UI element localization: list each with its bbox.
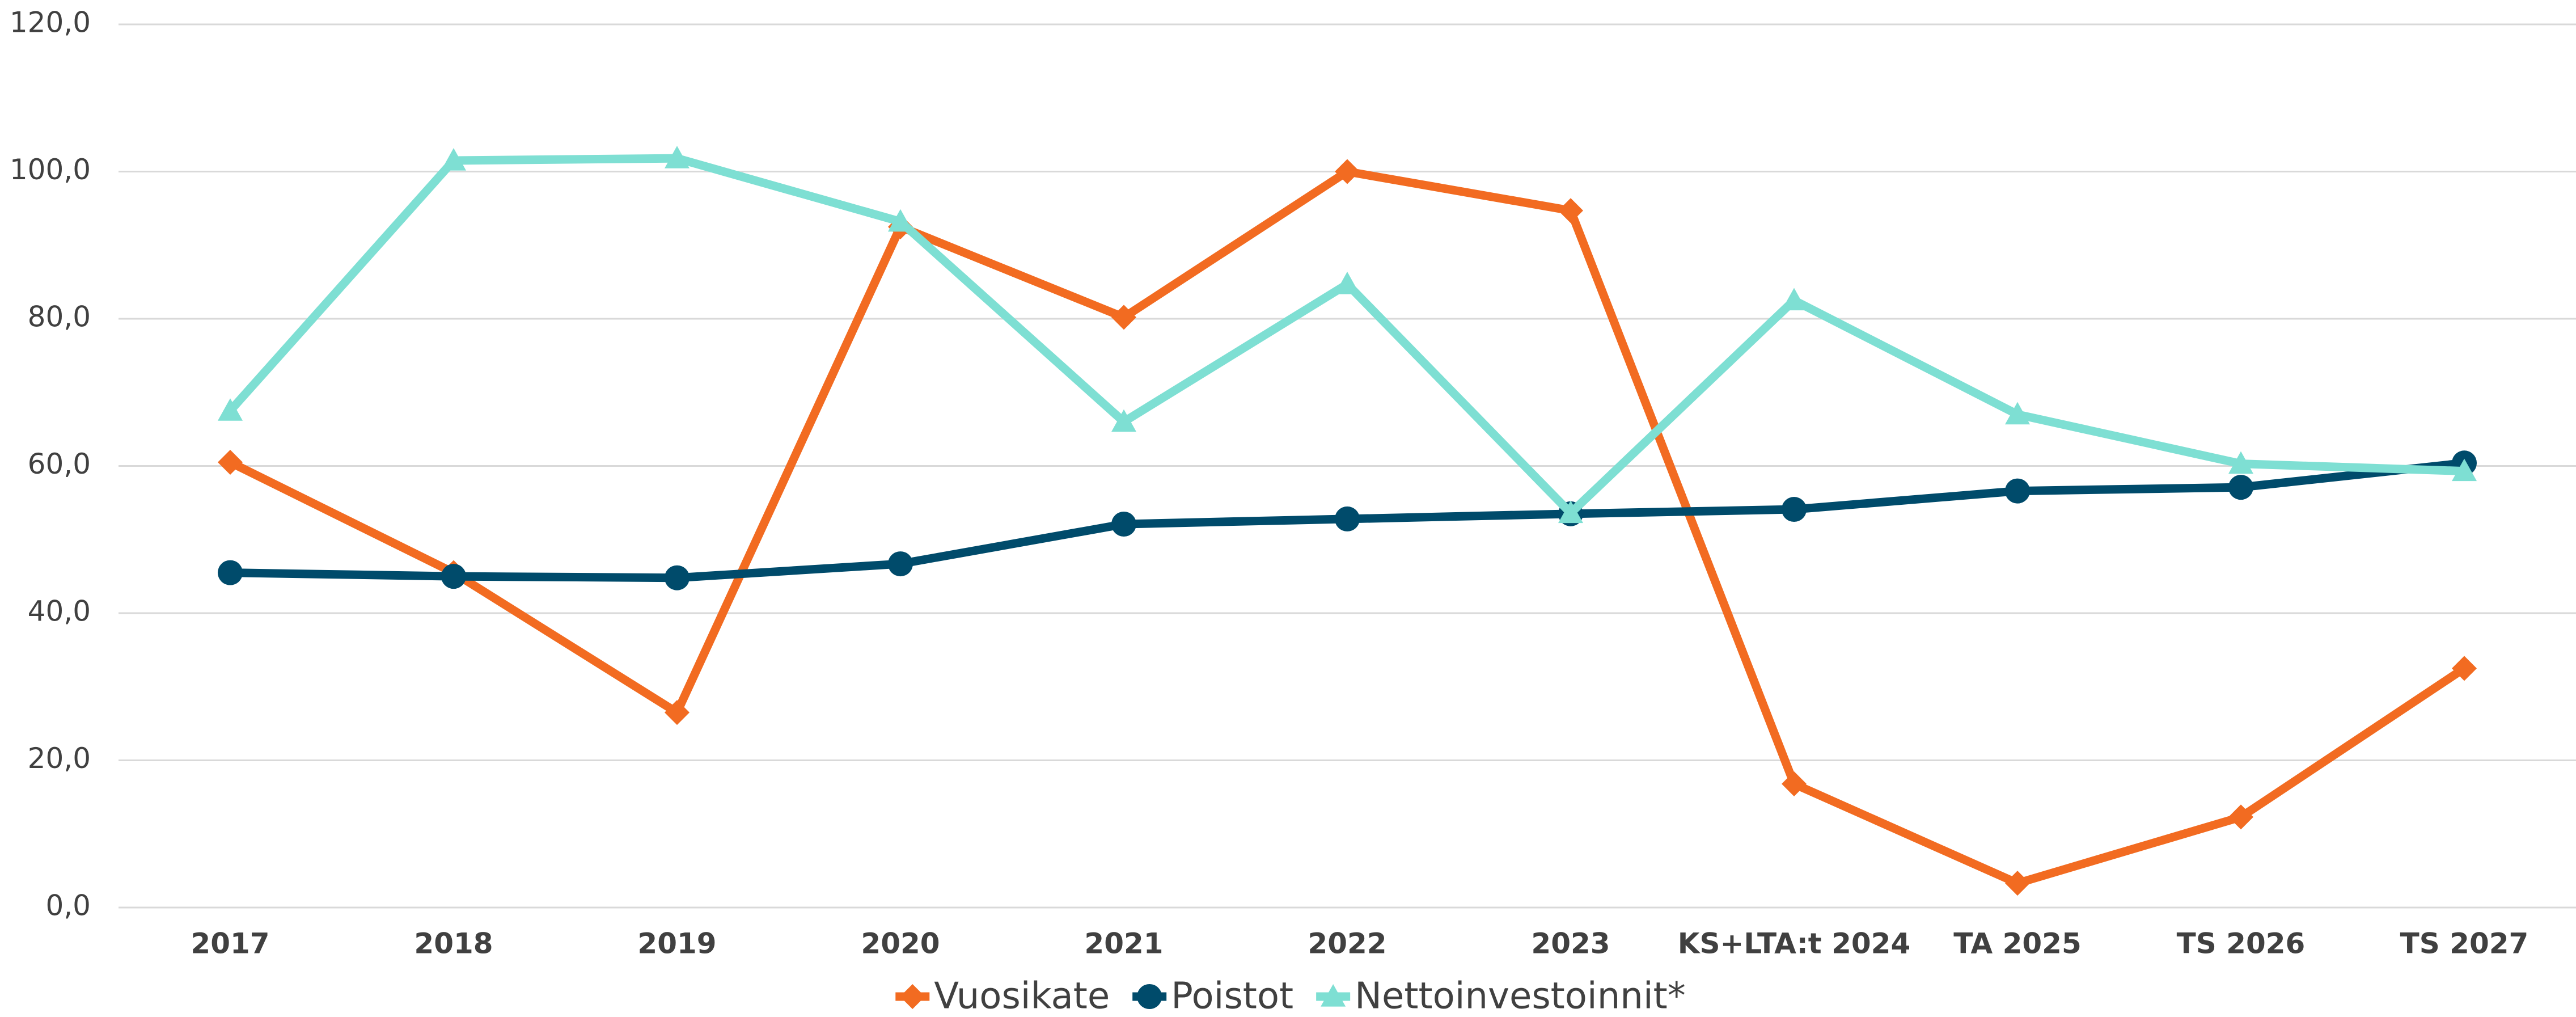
marker xyxy=(2005,402,2030,425)
x-tick-label: 2017 xyxy=(191,927,269,960)
marker xyxy=(2005,478,2030,504)
legend-marker xyxy=(1137,984,1162,1009)
marker xyxy=(441,564,466,589)
marker xyxy=(888,551,913,577)
marker xyxy=(218,450,243,475)
marker xyxy=(665,565,690,590)
x-tick-label: 2019 xyxy=(637,927,716,960)
x-tick-label: TA 2025 xyxy=(1953,927,2082,960)
marker xyxy=(441,148,466,171)
y-tick-label: 20,0 xyxy=(28,742,91,775)
marker xyxy=(2452,656,2477,681)
x-tick-label: 2021 xyxy=(1084,927,1163,960)
marker xyxy=(2228,804,2253,830)
marker xyxy=(218,560,243,585)
marker xyxy=(1111,305,1136,330)
legend-label: Poistot xyxy=(1171,976,1293,1017)
marker xyxy=(2005,871,2030,896)
y-tick-label: 100,0 xyxy=(10,153,91,186)
marker xyxy=(218,398,243,421)
x-tick-label: 2022 xyxy=(1308,927,1386,960)
x-tick-label: TS 2027 xyxy=(2400,927,2529,960)
marker xyxy=(1782,771,1807,797)
x-tick-label: TS 2026 xyxy=(2177,927,2306,960)
marker xyxy=(2228,451,2253,474)
y-tick-label: 0,0 xyxy=(45,889,91,922)
x-tick-label: 2023 xyxy=(1531,927,1610,960)
legend-label: Nettoinvestoinnit* xyxy=(1355,976,1686,1017)
marker xyxy=(1782,288,1807,311)
y-tick-label: 120,0 xyxy=(10,6,91,39)
marker xyxy=(888,209,913,232)
marker xyxy=(665,146,690,168)
marker xyxy=(1335,272,1360,294)
marker xyxy=(2452,458,2477,482)
marker xyxy=(665,700,690,725)
marker xyxy=(1558,198,1583,223)
marker xyxy=(1335,159,1360,184)
marker xyxy=(1558,500,1583,524)
marker xyxy=(1111,512,1136,537)
x-tick-label: 2018 xyxy=(414,927,493,960)
marker xyxy=(1111,409,1136,432)
marker xyxy=(1782,497,1807,522)
line xyxy=(227,154,2465,518)
legend-marker xyxy=(900,984,925,1009)
legend-label: Vuosikate xyxy=(934,976,1110,1017)
marker xyxy=(2228,475,2253,500)
y-tick-label: 80,0 xyxy=(28,301,91,334)
y-tick-label: 60,0 xyxy=(28,448,91,480)
legend-marker xyxy=(1321,984,1346,1007)
y-tick-label: 40,0 xyxy=(28,595,91,628)
x-tick-label: 2020 xyxy=(861,927,940,960)
marker xyxy=(1335,506,1360,531)
x-tick-label: KS+LTA:t 2024 xyxy=(1678,927,1911,960)
